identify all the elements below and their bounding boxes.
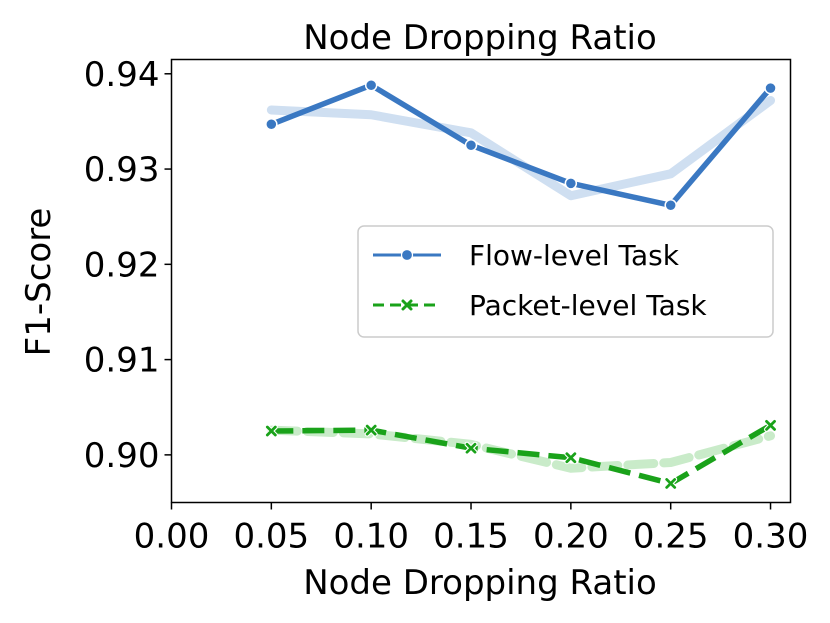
series-1-point xyxy=(664,476,678,490)
x-tick-label: 0.10 xyxy=(333,517,409,557)
series-0-point xyxy=(265,118,278,131)
series-0-trend-line xyxy=(266,95,776,201)
x-tick-label: 0.15 xyxy=(433,517,509,557)
plot-frame xyxy=(170,58,792,504)
series-0-line xyxy=(270,82,773,209)
legend: Flow-level Task Packet-level Task xyxy=(357,225,774,338)
y-tick-label: 0.91 xyxy=(84,341,160,381)
x-tick-label: 0.30 xyxy=(733,517,809,557)
series-0-point xyxy=(564,177,578,190)
series-0-point xyxy=(664,199,677,212)
series-1-line xyxy=(271,422,772,487)
x-axis-label: Node Dropping Ratio xyxy=(303,563,657,603)
series-1-trend-line xyxy=(266,425,776,473)
legend-label: Flow-level Task xyxy=(469,239,680,272)
legend-marker xyxy=(400,248,414,262)
x-tick-label: 0.20 xyxy=(533,517,609,557)
y-tick-label: 0.93 xyxy=(84,150,160,190)
series-1-point xyxy=(764,418,778,432)
x-tick-label: 0.05 xyxy=(233,517,309,557)
x-tick-label: 0.25 xyxy=(633,517,709,557)
series-1-point xyxy=(364,423,378,437)
series-0-point xyxy=(764,81,777,95)
legend-box xyxy=(357,225,774,338)
series-1-point xyxy=(464,441,478,455)
y-tick-label: 0.94 xyxy=(84,55,160,95)
axis-ticks: 0.00 0.05 0.10 0.15 0.20 0.25 0.30 0.90 0.91 0.92… xyxy=(84,55,809,557)
series-1-point xyxy=(564,451,578,465)
series-0-point xyxy=(364,78,378,92)
legend-label: Packet-level Task xyxy=(469,289,707,322)
x-tick-label: 0.00 xyxy=(134,517,210,557)
y-tick-label: 0.92 xyxy=(84,245,160,285)
legend-marker xyxy=(401,299,413,311)
y-tick-label: 0.90 xyxy=(84,436,160,476)
series-0-point xyxy=(464,138,478,152)
chart-title: Node Dropping Ratio xyxy=(303,18,657,58)
series-1-point xyxy=(264,424,278,438)
legend-item-0: Flow-level Task xyxy=(373,239,680,272)
legend-item-1: Packet-level Task xyxy=(373,289,707,322)
plot-area xyxy=(264,78,778,490)
y-axis-label: F1-Score xyxy=(19,208,59,357)
